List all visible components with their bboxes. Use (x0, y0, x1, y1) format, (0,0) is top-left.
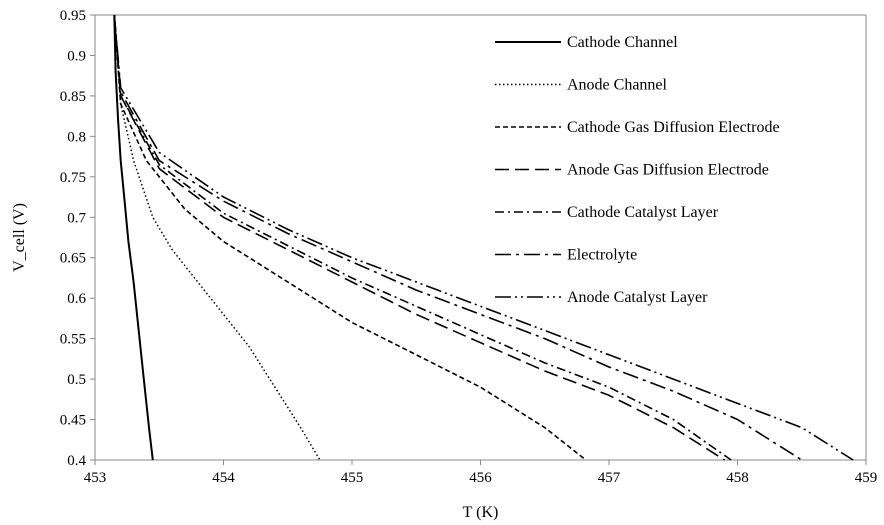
legend: Cathode Channel Anode Channel Cathode Gas … (495, 34, 780, 306)
legend-label: Cathode Channel (567, 34, 678, 51)
y-tick-label: 0.8 (67, 129, 86, 145)
y-tick-label: 0.4 (67, 453, 86, 469)
legend-label: Anode Channel (567, 77, 668, 94)
series-layer (113, 14, 854, 461)
plot-area-border (94, 14, 867, 461)
x-tick-label: 456 (469, 470, 492, 486)
x-tick-label: 455 (341, 470, 364, 486)
series-line-cathode-catalyst-layer (113, 14, 732, 461)
legend-label: Cathode Catalyst Layer (567, 204, 719, 221)
y-tick-label: 0.95 (60, 8, 86, 24)
x-tick-label: 458 (726, 470, 749, 486)
series-line-anode-gas-diffusion-electrode (113, 14, 726, 461)
y-tick-label: 0.6 (67, 291, 86, 307)
y-tick-label: 0.45 (60, 413, 86, 429)
y-axis-title: V_cell (V) (11, 203, 28, 272)
y-tick-label: 0.65 (60, 251, 86, 267)
series-line-anode-catalyst-layer (113, 14, 854, 461)
x-tick-label: 453 (84, 470, 107, 486)
y-tick-label: 0.85 (60, 89, 86, 105)
x-axis-title: T (K) (463, 504, 499, 521)
series-line-anode-channel (113, 14, 321, 461)
legend-label: Cathode Gas Diffusion Electrode (567, 119, 780, 136)
y-tick-label: 0.75 (60, 170, 86, 186)
series-line-cathode-channel (113, 14, 154, 461)
legend-label: Anode Catalyst Layer (567, 289, 708, 306)
y-tick-label: 0.7 (67, 210, 86, 226)
x-tick-label: 459 (855, 470, 878, 486)
y-tick-label: 0.55 (60, 332, 86, 348)
series-line-cathode-gas-diffusion-electrode (113, 14, 587, 461)
x-tick-label: 457 (598, 470, 621, 486)
y-tick-label: 0.9 (67, 48, 86, 64)
legend-label: Electrolyte (567, 247, 637, 264)
series-line-electrolyte (113, 14, 803, 461)
y-tick-label: 0.5 (67, 372, 86, 388)
x-tick-label: 454 (212, 470, 235, 486)
axes: 0.4 0.45 0.5 0.55 0.6 0.65 0.7 0.75 0.8 0.85 0.9 0.… (60, 8, 878, 486)
legend-label: Anode Gas Diffusion Electrode (567, 162, 769, 179)
